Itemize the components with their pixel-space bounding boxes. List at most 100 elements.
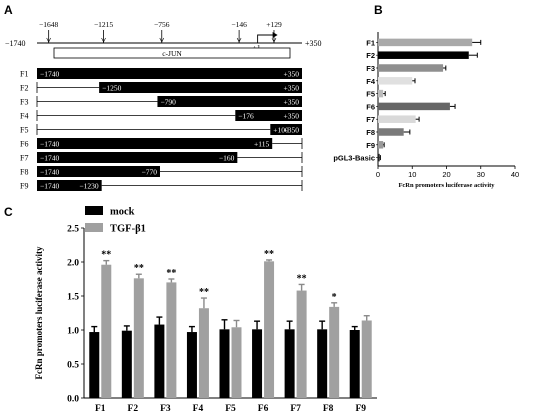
axis-right-label: +350: [305, 39, 322, 48]
category-label-7: F8: [323, 404, 334, 414]
significance-3: **: [199, 287, 209, 298]
construct-box-0: [37, 68, 302, 79]
construct-box-6: [37, 152, 238, 163]
panel-label-c: C: [4, 205, 13, 219]
category-label-9: pGL3-Basic: [333, 154, 375, 163]
category-label-1: F2: [128, 404, 139, 414]
y-tick-label-3: 1.5: [67, 293, 79, 303]
site-label-3: −146: [231, 20, 247, 29]
construct-end-label-2: +350: [284, 98, 300, 107]
bar-1-4: [231, 327, 242, 398]
tss-arrow-head: [272, 32, 278, 38]
bar-0-0: [89, 332, 100, 398]
construct-start-label-5: −1740: [40, 140, 59, 149]
bar-1: [378, 51, 469, 59]
category-label-1: F2: [366, 51, 375, 60]
category-label-4: F5: [225, 404, 236, 414]
panel-c-bar-chart: 0.0 0.5 1.0 1.5 2.0 2.5 FcRn promoters lucifer…: [34, 206, 377, 414]
construct-box-8: [37, 180, 102, 191]
site-arrow-1: [101, 37, 106, 43]
site-label-1: −1215: [94, 20, 113, 29]
significance-5: **: [264, 249, 274, 260]
category-label-7: F8: [366, 128, 375, 137]
significance-1: **: [134, 263, 144, 274]
site-arrow-2: [159, 37, 165, 43]
site-arrow-4: [271, 37, 277, 43]
bar-5: [378, 102, 450, 111]
bar-2: [378, 64, 444, 72]
construct-end-label-8: −1230: [79, 182, 98, 191]
bar-0-2: [154, 324, 165, 398]
bar-0: [378, 38, 473, 47]
bar-6: [378, 115, 416, 123]
construct-name-1: F2: [20, 84, 28, 93]
bar-1-8: [361, 320, 372, 398]
tss-arrow-line: [257, 34, 276, 43]
construct-start-label-8: −1740: [40, 182, 59, 191]
element-label: c-JUN: [162, 49, 182, 58]
bar-0-5: [252, 329, 263, 398]
tss-label: +1: [253, 43, 261, 52]
legend-swatch-1: [85, 223, 103, 232]
construct-name-6: F7: [20, 154, 28, 163]
legend-label-0: mock: [110, 207, 135, 218]
bar-0-7: [317, 329, 328, 398]
x-tick-label-2: 20: [442, 170, 450, 179]
construct-end-label-7: −770: [142, 168, 158, 177]
construct-name-2: F3: [20, 98, 28, 107]
construct-box-4: [270, 124, 302, 135]
construct-name-3: F4: [20, 112, 28, 121]
construct-start-label-6: −1740: [40, 154, 59, 163]
construct-start-label-7: −1740: [40, 168, 59, 177]
construct-name-8: F9: [20, 182, 28, 191]
category-label-6: F7: [366, 115, 375, 124]
site-label-4: +129: [266, 20, 282, 29]
x-tick-label-4: 40: [511, 170, 519, 179]
bar-1-3: [198, 308, 209, 398]
category-label-5: F6: [258, 404, 269, 414]
category-label-4: F5: [366, 90, 375, 99]
category-label-2: F3: [160, 404, 171, 414]
panel-a-promoter-diagram: −1740 +350 −1648 −1215 −756 −146 +129 +1 c-JUN F1…: [5, 20, 322, 191]
bar-7: [378, 128, 404, 136]
panel-label-b: B: [374, 3, 383, 17]
bar-1-7: [329, 306, 340, 398]
construct-name-4: F5: [20, 126, 28, 135]
y-tick-label-0: 0.0: [67, 395, 79, 405]
bar-1-0: [101, 264, 112, 398]
construct-box-3: [235, 110, 302, 121]
x-tick-label-3: 30: [477, 170, 485, 179]
construct-name-0: F1: [20, 70, 28, 79]
category-label-5: F6: [366, 102, 375, 111]
site-arrow-3: [236, 37, 242, 43]
significance-2: **: [166, 268, 176, 279]
bar-1-6: [296, 290, 307, 398]
bar-0-3: [186, 332, 197, 398]
construct-end-label-0: +350: [284, 70, 300, 79]
bar-1-5: [264, 261, 275, 398]
x-tick-label-1: 10: [408, 170, 416, 179]
y-tick-label-2: 1.0: [67, 327, 79, 337]
construct-name-7: F8: [20, 168, 28, 177]
panel-label-a: A: [4, 3, 13, 17]
category-label-3: F4: [366, 77, 376, 86]
bar-0-6: [284, 329, 295, 398]
construct-start-label-1: −1250: [102, 84, 121, 93]
site-arrow-0: [46, 37, 51, 43]
bar-1-1: [133, 278, 144, 398]
construct-box-5: [37, 138, 273, 149]
site-label-2: −756: [154, 20, 170, 29]
x-tick-label-0: 0: [376, 170, 380, 179]
category-label-0: F1: [366, 38, 375, 47]
construct-end-label-1: +350: [284, 84, 300, 93]
bar-0-1: [121, 330, 132, 398]
construct-end-label-6: −160: [219, 154, 235, 163]
category-label-0: F1: [95, 404, 106, 414]
construct-box-7: [37, 166, 160, 177]
construct-start-label-3: −176: [238, 112, 254, 121]
bar-0-4: [219, 329, 230, 398]
bar-0-8: [349, 330, 360, 398]
bar-3: [378, 77, 413, 85]
